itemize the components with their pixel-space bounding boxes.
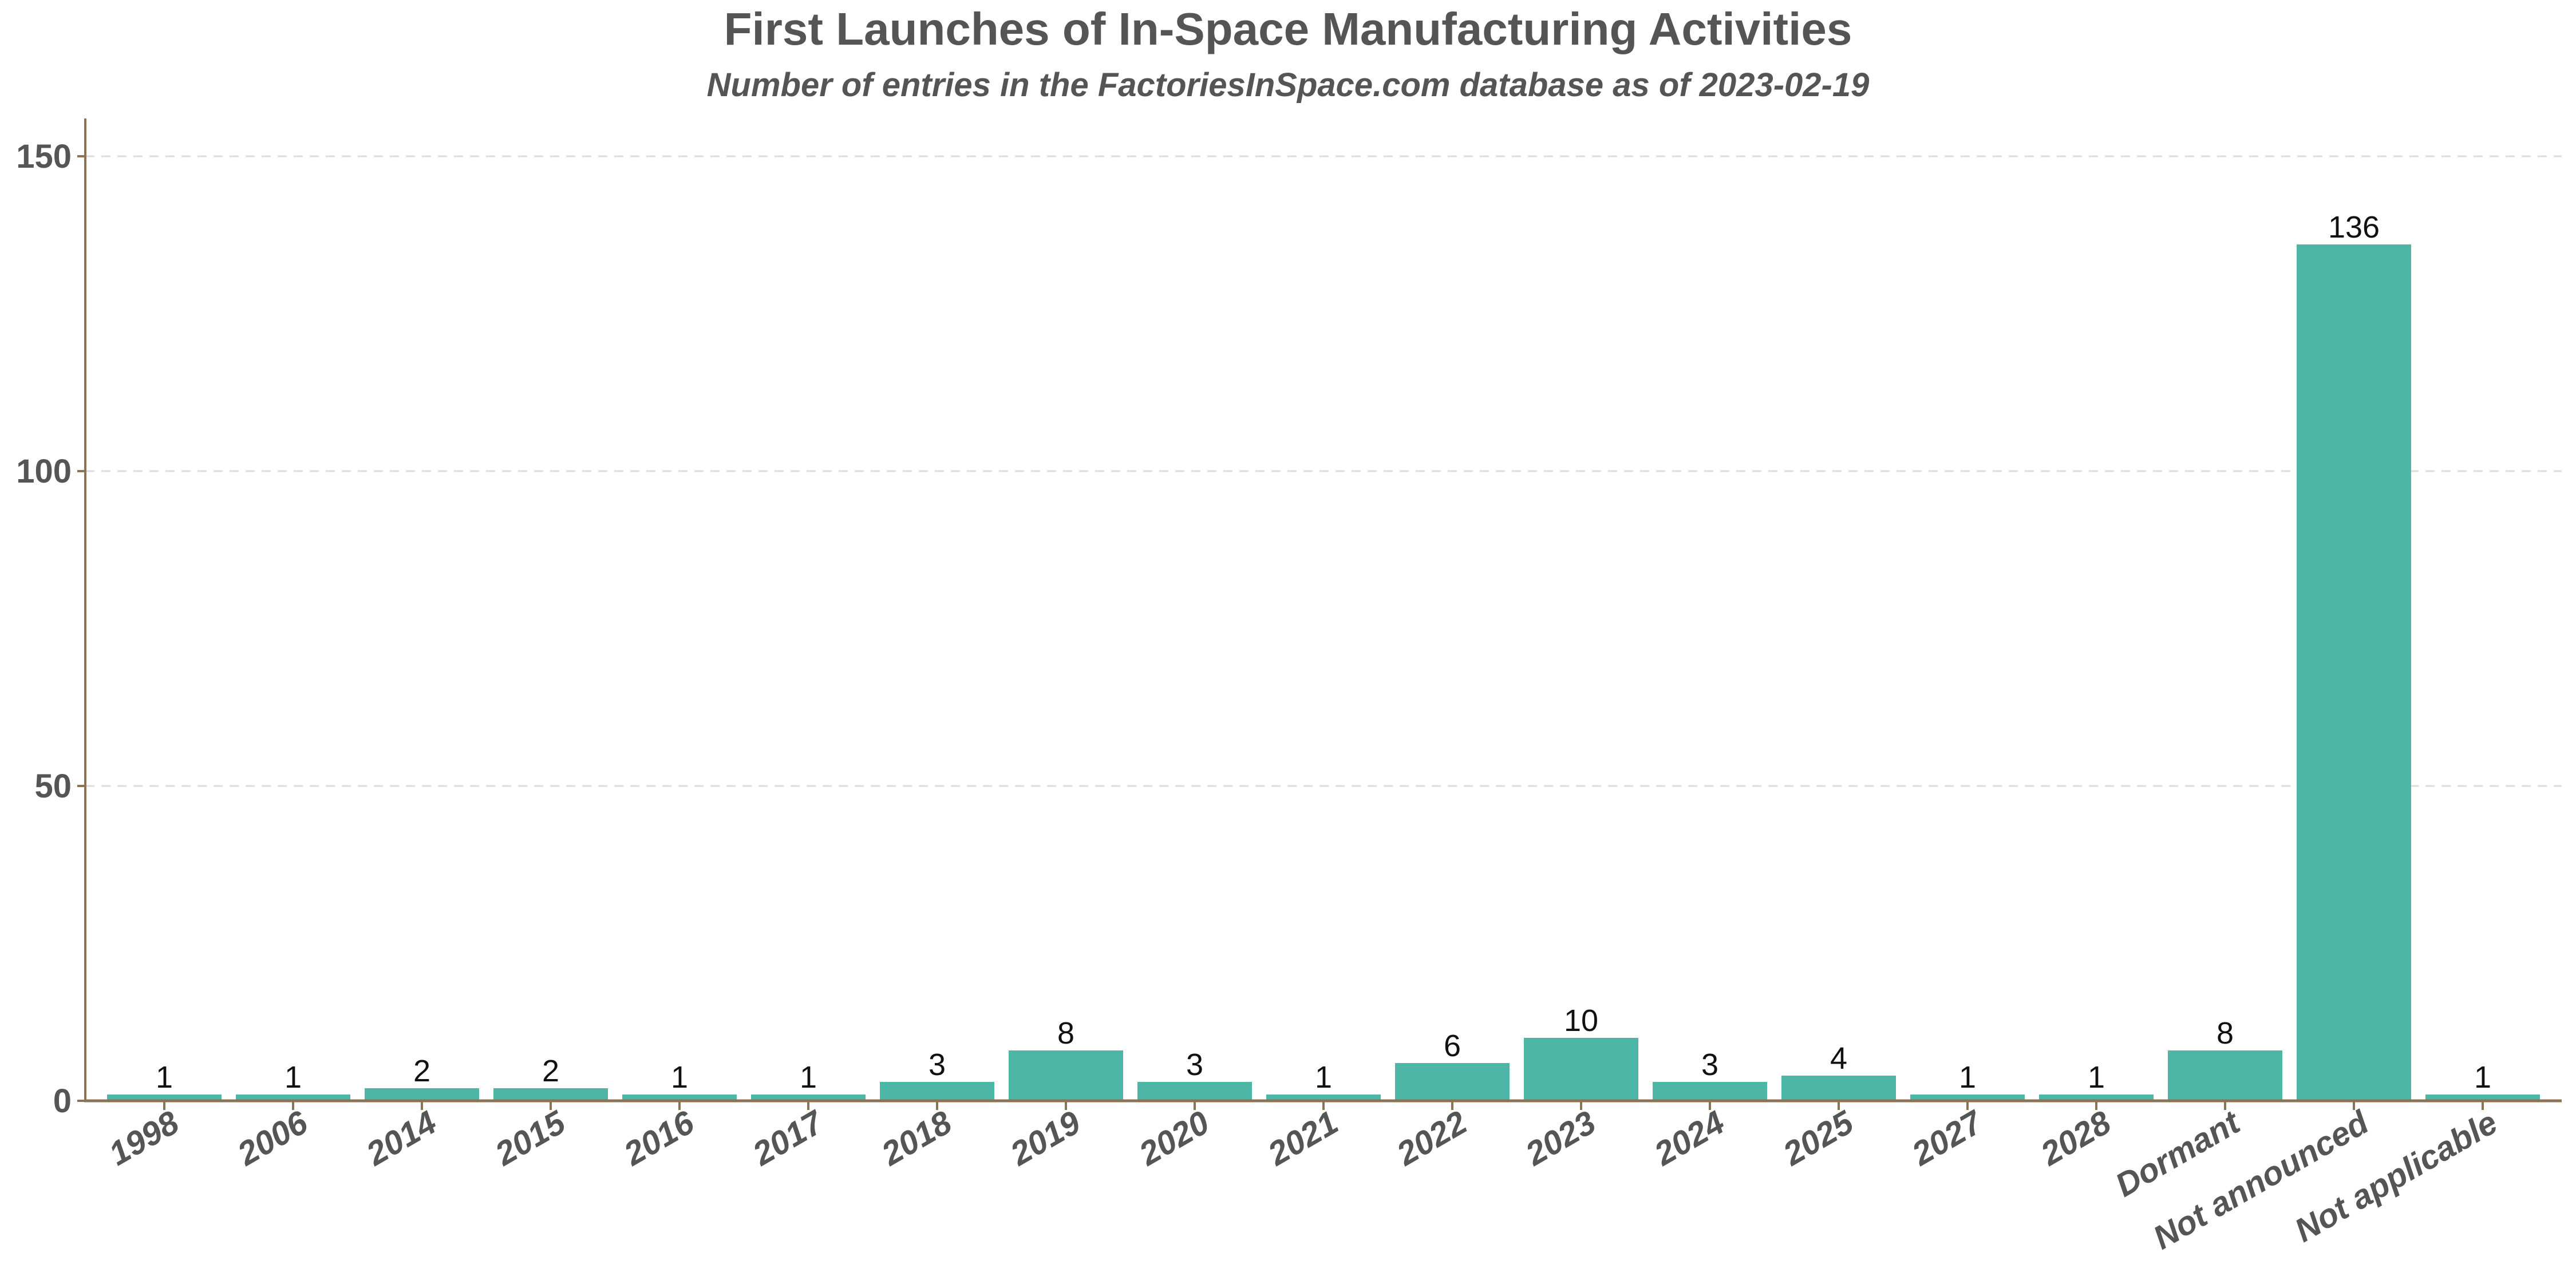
data-label: 1 bbox=[2474, 1060, 2491, 1095]
y-tick-label: 0 bbox=[53, 1082, 72, 1120]
data-label: 8 bbox=[1057, 1016, 1074, 1050]
y-tick-label: 150 bbox=[16, 138, 72, 175]
data-label: 4 bbox=[1830, 1041, 1847, 1076]
data-label: 3 bbox=[929, 1048, 946, 1082]
chart-title: First Launches of In-Space Manufacturing… bbox=[724, 3, 1852, 54]
data-label: 8 bbox=[2217, 1016, 2234, 1050]
data-label: 6 bbox=[1444, 1029, 1461, 1063]
bar-2017 bbox=[751, 1095, 866, 1101]
y-tick-label: 100 bbox=[16, 453, 72, 490]
bar-2016 bbox=[622, 1095, 737, 1101]
bar-2018 bbox=[880, 1082, 994, 1101]
bar-2027 bbox=[1910, 1095, 2025, 1101]
data-label: 3 bbox=[1701, 1048, 1718, 1082]
data-label: 3 bbox=[1186, 1048, 1203, 1082]
bar-2028 bbox=[2039, 1095, 2154, 1101]
x-tick-label: 2023 bbox=[1519, 1104, 1602, 1173]
x-tick-label: 2020 bbox=[1132, 1104, 1215, 1173]
data-label: 2 bbox=[413, 1054, 430, 1088]
x-tick-label: 2028 bbox=[2034, 1104, 2117, 1174]
data-label: 1 bbox=[671, 1060, 688, 1095]
x-tick-label: 2024 bbox=[1647, 1104, 1730, 1173]
x-tick-label: 2016 bbox=[617, 1104, 701, 1174]
bar-2025 bbox=[1781, 1076, 1896, 1101]
bar-2024 bbox=[1653, 1082, 1767, 1101]
x-tick-label: 2027 bbox=[1905, 1103, 1989, 1174]
bar-2020 bbox=[1137, 1082, 1252, 1101]
bar-dormant bbox=[2168, 1050, 2282, 1101]
x-tick-label: 2017 bbox=[746, 1103, 830, 1174]
data-label: 1 bbox=[156, 1060, 173, 1095]
y-tick-label: 50 bbox=[34, 768, 72, 805]
bar-2015 bbox=[493, 1088, 608, 1101]
data-label: 1 bbox=[2088, 1060, 2105, 1095]
data-label: 1 bbox=[1315, 1060, 1332, 1095]
x-tick-label: Not announced bbox=[2147, 1103, 2375, 1257]
bar-1998 bbox=[107, 1095, 222, 1101]
x-tick-label: 2019 bbox=[1003, 1104, 1086, 1173]
bar-not-applicable bbox=[2425, 1095, 2540, 1101]
x-tick-label: 1998 bbox=[102, 1104, 185, 1173]
bar-2022 bbox=[1395, 1063, 1510, 1101]
x-tick-label: 2021 bbox=[1261, 1104, 1344, 1173]
x-tick-label: 2015 bbox=[488, 1104, 572, 1174]
x-tick-label: 2022 bbox=[1390, 1104, 1473, 1173]
data-label: 1 bbox=[800, 1060, 817, 1095]
bar-2023 bbox=[1524, 1038, 1638, 1101]
bar-2021 bbox=[1266, 1095, 1381, 1101]
data-label: 1 bbox=[1959, 1060, 1976, 1095]
bar-not-announced bbox=[2297, 244, 2411, 1101]
data-label: 10 bbox=[1564, 1003, 1598, 1038]
x-tick-label: 2006 bbox=[231, 1104, 314, 1174]
chart-subtitle: Number of entries in the FactoriesInSpac… bbox=[707, 66, 1870, 104]
bar-2014 bbox=[365, 1088, 479, 1101]
x-tick-label: 2014 bbox=[359, 1104, 442, 1173]
bar-2006 bbox=[236, 1095, 350, 1101]
bar-2019 bbox=[1009, 1050, 1123, 1101]
data-label: 136 bbox=[2328, 210, 2380, 244]
x-tick-label: 2025 bbox=[1776, 1104, 1860, 1174]
x-tick-label: 2018 bbox=[875, 1104, 958, 1174]
data-label: 1 bbox=[285, 1060, 302, 1095]
data-label: 2 bbox=[542, 1054, 559, 1088]
